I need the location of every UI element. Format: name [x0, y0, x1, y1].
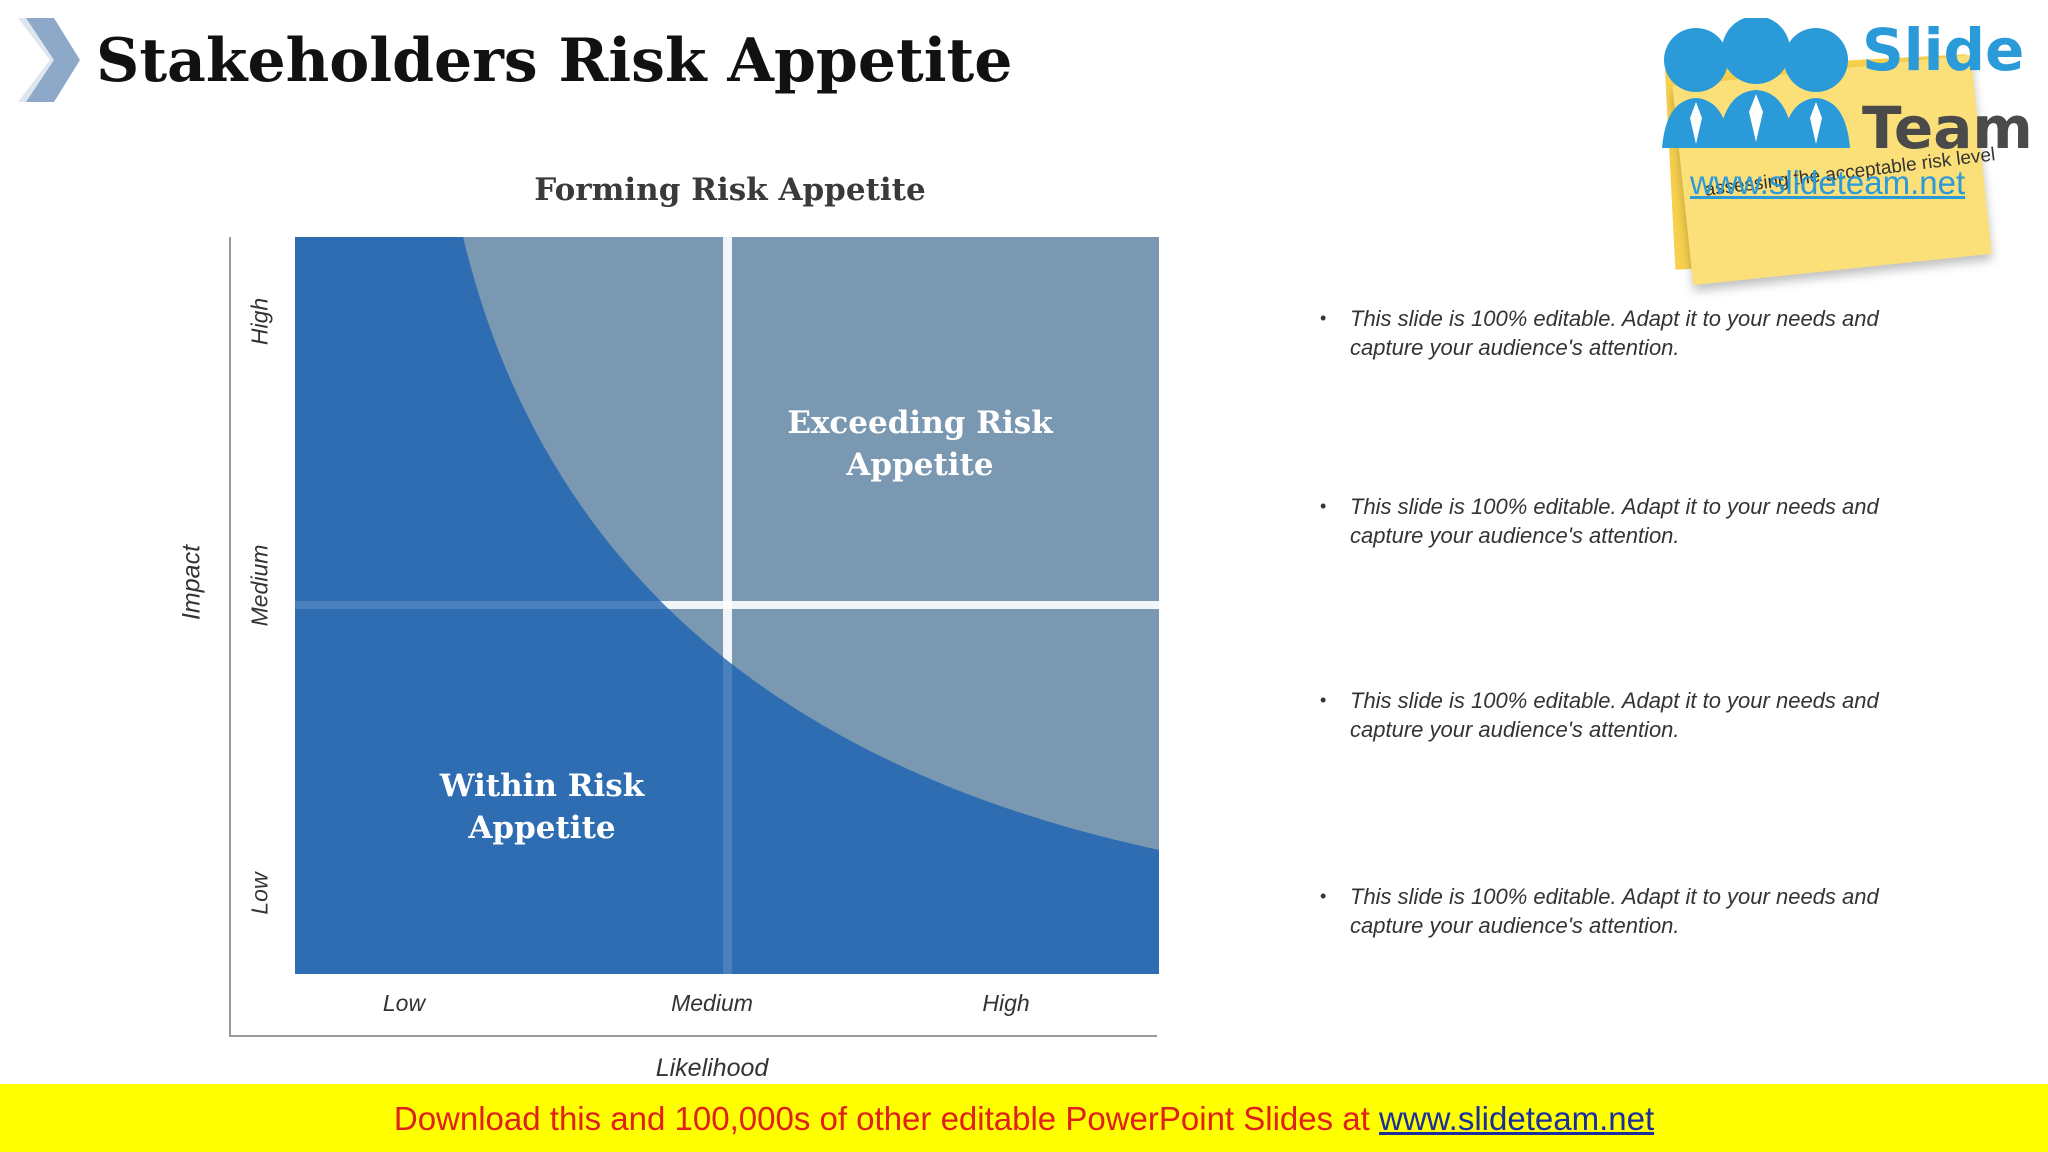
bullet-text: This slide is 100% editable. Adapt it to…	[1350, 494, 1879, 548]
risk-matrix	[295, 237, 1159, 974]
within-risk-label: Within Risk Appetite	[439, 768, 645, 846]
bullet-dot-icon: •	[1320, 496, 1327, 516]
page-title: Stakeholders Risk Appetite	[96, 26, 1013, 96]
banner-link[interactable]: www.slideteam.net	[1379, 1100, 1655, 1137]
bullet-dot-icon: •	[1320, 690, 1327, 710]
y-tick-label: Low	[246, 872, 273, 915]
bullet-dot-icon: •	[1320, 886, 1327, 906]
chevron-icon	[18, 18, 80, 102]
bullet-text: This slide is 100% editable. Adapt it to…	[1350, 306, 1879, 360]
download-banner	[0, 1084, 2048, 1152]
exceeding-risk-label: Exceeding Risk Appetite	[787, 405, 1053, 483]
y-tick-label: Medium	[246, 544, 273, 627]
within-overlay	[295, 237, 1159, 974]
x-tick-label: Low	[382, 990, 426, 1016]
x-tick-label: Medium	[671, 990, 753, 1016]
logo-team-text: Team	[1862, 94, 2033, 162]
logo-url[interactable]: www.slideteam.net	[1690, 164, 1966, 201]
y-axis-label: Impact	[177, 544, 206, 621]
banner-message: Download this and 100,000s of other edit…	[393, 1100, 1379, 1137]
y-tick-label: High	[246, 297, 273, 346]
x-axis-line	[229, 1035, 1157, 1037]
grid-line-horizontal	[295, 601, 1159, 609]
y-axis-line	[229, 237, 231, 1037]
x-axis-label: Likelihood	[655, 1054, 769, 1082]
chart-title: Forming Risk Appetite	[534, 172, 926, 208]
banner-text: Download this and 100,000s of other edit…	[0, 1100, 2048, 1138]
x-tick-label: High	[982, 990, 1030, 1016]
bullet-text: This slide is 100% editable. Adapt it to…	[1350, 688, 1879, 742]
bullet-text: This slide is 100% editable. Adapt it to…	[1350, 884, 1879, 938]
logo-slide-text: Slide	[1862, 16, 2025, 84]
team-people-icon	[1662, 18, 1850, 148]
bullet-dot-icon: •	[1320, 308, 1327, 328]
